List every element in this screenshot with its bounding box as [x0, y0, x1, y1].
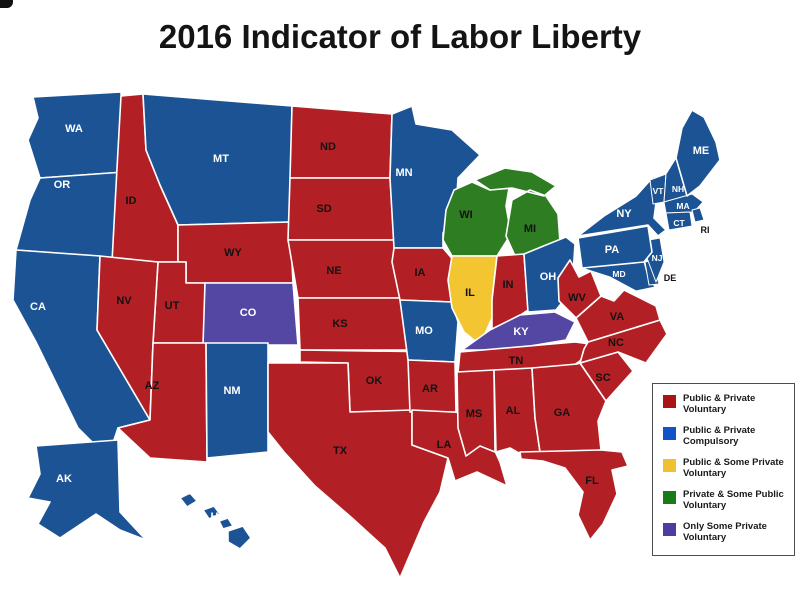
state-label-WA: WA	[65, 123, 83, 135]
state-label-AL: AL	[506, 405, 521, 417]
state-label-GA: GA	[554, 407, 571, 419]
state-label-AZ: AZ	[145, 380, 160, 392]
state-NE	[287, 239, 407, 299]
state-label-HI: HI	[211, 511, 222, 523]
state-label-NH: NH	[672, 184, 684, 194]
page-title: 2016 Indicator of Labor Liberty	[158, 18, 642, 55]
state-label-IL: IL	[465, 287, 475, 299]
state-label-SD: SD	[316, 203, 331, 215]
state-TX	[267, 362, 449, 579]
state-ND	[289, 105, 393, 179]
state-VA	[575, 289, 661, 343]
state-label-MA: MA	[676, 201, 689, 211]
legend-swatch-pub_priv_comp	[663, 427, 676, 440]
legend-item-only_some_priv_vol: Only Some Private Voluntary	[663, 521, 786, 543]
state-AK	[27, 439, 147, 541]
state-WV	[557, 259, 602, 319]
state-label-LA: LA	[437, 439, 452, 451]
legend-swatch-only_some_priv_vol	[663, 523, 676, 536]
state-label-NV: NV	[116, 295, 132, 307]
state-label-MD: MD	[612, 269, 625, 279]
state-GA	[531, 362, 607, 453]
state-CO	[202, 282, 299, 346]
state-label-PA: PA	[605, 244, 620, 256]
state-WI	[442, 181, 512, 257]
state-label-KS: KS	[332, 318, 347, 330]
state-label-MI: MI	[524, 223, 536, 235]
state-KS	[297, 297, 409, 351]
state-label-ID: ID	[126, 195, 137, 207]
state-label-AK: AK	[56, 473, 72, 485]
corner-artifact	[0, 0, 13, 8]
state-label-NM: NM	[223, 385, 240, 397]
legend-item-pub_priv_comp: Public & Private Compulsory	[663, 425, 786, 447]
state-HI	[179, 492, 252, 550]
state-label-AR: AR	[422, 383, 438, 395]
legend-swatch-pub_some_priv_vol	[663, 459, 676, 472]
legend-swatch-pub_priv_vol	[663, 395, 676, 408]
state-label-KY: KY	[513, 326, 529, 338]
state-label-RI: RI	[701, 225, 710, 235]
state-label-MS: MS	[466, 408, 483, 420]
legend-item-priv_some_pub_vol: Private & Some Public Voluntary	[663, 489, 786, 511]
legend-label-priv_some_pub_vol: Private & Some Public Voluntary	[683, 489, 784, 511]
state-label-UT: UT	[165, 300, 180, 312]
state-label-NC: NC	[608, 337, 624, 349]
legend-label-pub_some_priv_vol: Public & Some Private Voluntary	[683, 457, 784, 479]
legend-label-pub_priv_comp: Public & Private Compulsory	[683, 425, 756, 447]
state-label-MO: MO	[415, 325, 433, 337]
state-label-OK: OK	[366, 375, 383, 387]
state-label-VA: VA	[610, 311, 625, 323]
state-label-ND: ND	[320, 141, 336, 153]
state-RI	[691, 207, 705, 223]
state-NC	[579, 319, 668, 364]
state-label-ME: ME	[693, 145, 710, 157]
state-label-OH: OH	[540, 271, 557, 283]
state-label-CT: CT	[673, 218, 685, 228]
state-label-SC: SC	[595, 372, 610, 384]
state-label-WV: WV	[568, 292, 586, 304]
state-label-OR: OR	[54, 179, 71, 191]
legend-label-pub_priv_vol: Public & Private Voluntary	[683, 393, 756, 415]
state-label-TX: TX	[333, 445, 348, 457]
legend-label-only_some_priv_vol: Only Some Private Voluntary	[683, 521, 767, 543]
legend-item-pub_priv_vol: Public & Private Voluntary	[663, 393, 786, 415]
state-label-NY: NY	[616, 208, 632, 220]
state-SD	[287, 177, 395, 241]
state-NM	[205, 342, 269, 459]
state-label-WI: WI	[459, 209, 472, 221]
state-label-VT: VT	[653, 186, 665, 196]
state-label-MN: MN	[395, 167, 412, 179]
state-label-NJ: NJ	[652, 253, 663, 263]
state-label-IN: IN	[503, 279, 514, 291]
state-PA	[577, 225, 653, 269]
state-label-NE: NE	[326, 265, 341, 277]
state-FL	[519, 449, 629, 541]
state-label-CO: CO	[240, 307, 257, 319]
state-MO	[399, 299, 459, 363]
state-label-WY: WY	[224, 247, 242, 259]
state-label-DE: DE	[664, 273, 677, 283]
state-label-CA: CA	[30, 301, 46, 313]
state-CT	[665, 211, 693, 231]
state-label-MT: MT	[213, 153, 229, 165]
state-label-FL: FL	[585, 475, 599, 487]
state-ME	[675, 109, 721, 197]
state-label-IA: IA	[415, 267, 426, 279]
state-WA	[27, 91, 125, 179]
state-label-TN: TN	[509, 355, 524, 367]
legend: Public & Private Voluntary Public & Privat…	[652, 383, 795, 556]
legend-item-pub_some_priv_vol: Public & Some Private Voluntary	[663, 457, 786, 479]
legend-swatch-priv_some_pub_vol	[663, 491, 676, 504]
